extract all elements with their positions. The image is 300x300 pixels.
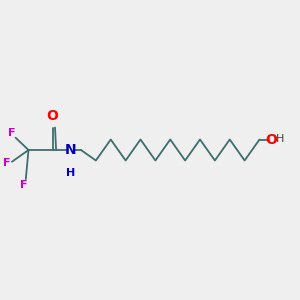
Text: N: N <box>65 143 76 157</box>
Text: H: H <box>276 134 284 145</box>
Text: F: F <box>20 179 27 190</box>
Text: O: O <box>266 133 278 146</box>
Text: F: F <box>3 158 10 169</box>
Text: H: H <box>66 167 75 178</box>
Text: O: O <box>46 109 58 122</box>
Text: F: F <box>8 128 15 139</box>
